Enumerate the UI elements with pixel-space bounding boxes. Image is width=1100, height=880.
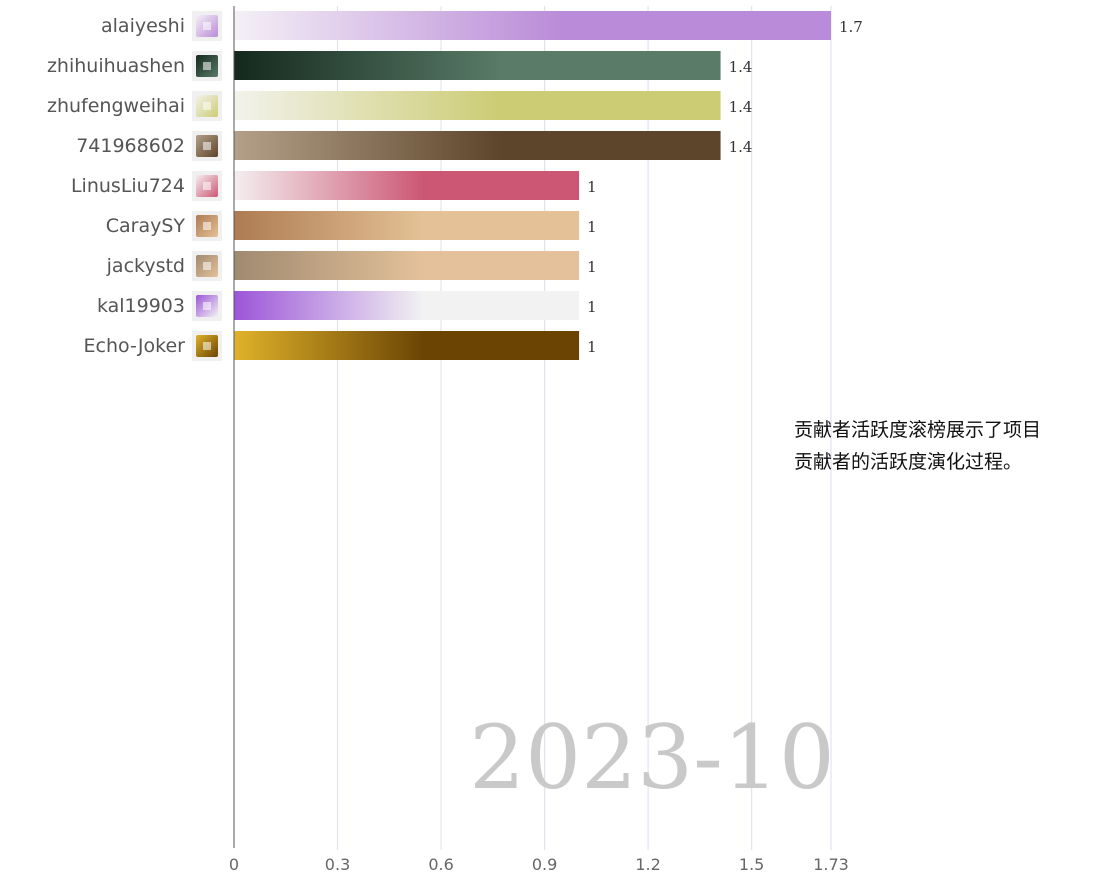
bar-CaraySY <box>234 211 580 240</box>
value-label: 1.4 <box>729 98 753 116</box>
value-label: 1.4 <box>729 138 753 156</box>
category-label: alaiyeshi <box>101 15 185 37</box>
x-tick-label: 1.73 <box>813 855 849 874</box>
bar-Echo-Joker <box>234 331 580 360</box>
value-label: 1.7 <box>839 18 863 36</box>
value-label: 1 <box>587 178 597 196</box>
period-watermark: 2023-10 <box>469 706 835 809</box>
x-tick-label: 0.6 <box>428 855 453 874</box>
x-tick-label: 1.2 <box>635 855 660 874</box>
value-label: 1 <box>587 338 597 356</box>
avatar-cartoon-figure <box>192 331 222 361</box>
bar-LinusLiu724 <box>234 171 580 200</box>
category-label: zhihuihuashen <box>47 55 185 77</box>
category-label: kal19903 <box>97 295 185 317</box>
category-label: CaraySY <box>106 215 186 237</box>
category-label: zhufengweihai <box>47 95 185 117</box>
avatar-identicon-crimson <box>192 171 222 201</box>
avatar-dog-photo <box>192 211 222 241</box>
x-tick-label: 1.5 <box>739 855 764 874</box>
avatar-dark-ring-photo <box>192 51 222 81</box>
description-line: 贡献者的活跃度演化过程。 <box>794 451 1023 473</box>
bar-alaiyeshi <box>234 11 831 40</box>
bar-jackystd <box>234 251 580 280</box>
x-tick-label: 0 <box>229 855 239 874</box>
avatar-identicon-purple <box>192 11 222 41</box>
value-label: 1 <box>587 298 597 316</box>
category-label: Echo-Joker <box>84 335 186 357</box>
avatar-dog-photo <box>192 131 222 161</box>
value-label: 1 <box>587 218 597 236</box>
description-line: 贡献者活跃度滚榜展示了项目 <box>794 419 1042 441</box>
value-label: 1 <box>587 258 597 276</box>
x-tick-label: 0.3 <box>325 855 350 874</box>
avatar-identicon-olive <box>192 91 222 121</box>
bar-741968602 <box>234 131 721 160</box>
value-label: 1.4 <box>729 58 753 76</box>
bar-zhufengweihai <box>234 91 721 120</box>
bars: alaiyeshi 1.7 zhihuihuashen 1.4 zhufengweiha… <box>47 11 863 361</box>
category-label: 741968602 <box>76 135 185 157</box>
category-label: jackystd <box>106 255 185 277</box>
x-tick-label: 0.9 <box>532 855 557 874</box>
x-axis-ticks: 0 0.3 0.6 0.9 1.2 1.5 1.73 <box>229 855 849 874</box>
chart-description: 贡献者活跃度滚榜展示了项目 贡献者的活跃度演化过程。 <box>794 414 1094 478</box>
avatar-identicon-violet <box>192 291 222 321</box>
category-label: LinusLiu724 <box>71 175 185 197</box>
avatar-cartoon-face <box>192 251 222 281</box>
bar-zhihuihuashen <box>234 51 721 80</box>
bar-kal19903 <box>234 291 580 320</box>
